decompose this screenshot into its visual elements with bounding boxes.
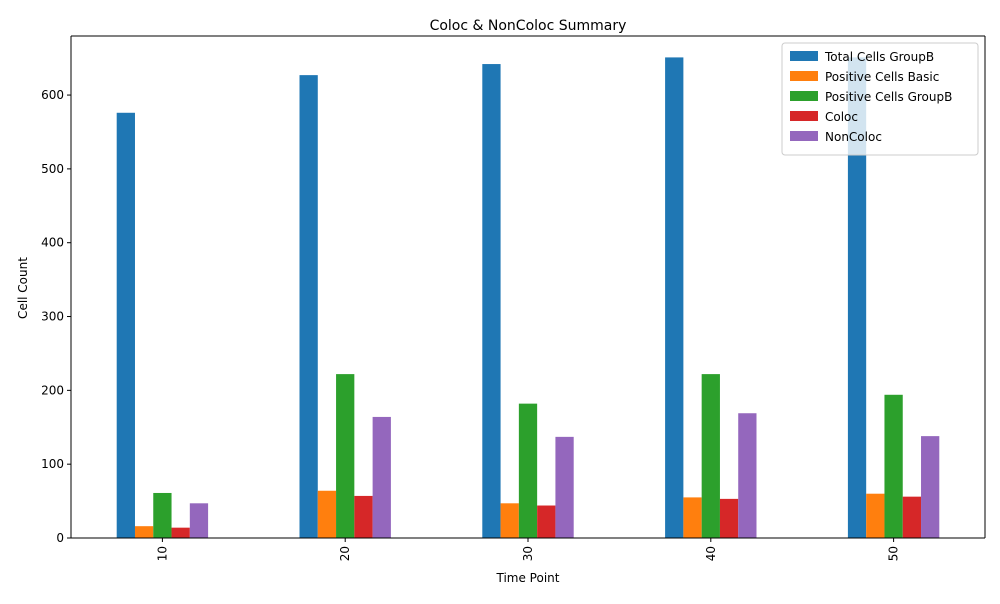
bar: [719, 498, 739, 538]
x-tick-label: 20: [338, 546, 352, 561]
x-axis-label: Time Point: [496, 571, 560, 585]
bar: [555, 436, 574, 538]
bar: [116, 112, 135, 538]
bar: [171, 527, 190, 538]
x-tick-label: 40: [704, 546, 718, 561]
y-tick-label: 600: [41, 88, 64, 102]
legend-swatch: [790, 71, 818, 81]
y-tick-label: 400: [41, 236, 64, 250]
bar: [299, 75, 318, 539]
bar: [902, 496, 922, 538]
bar: [518, 403, 538, 538]
bar: [134, 526, 154, 538]
bar: [354, 495, 373, 538]
legend-label: Positive Cells GroupB: [825, 90, 952, 104]
bar: [701, 374, 720, 538]
legend-swatch: [790, 131, 818, 141]
bar: [921, 436, 940, 538]
y-tick-label: 100: [41, 457, 64, 471]
legend-swatch: [790, 91, 818, 101]
plot-area: 0 100 200 300 400 500 600 10 20 30 40 50: [41, 35, 986, 561]
y-tick-label: 200: [41, 383, 64, 397]
bar: [537, 505, 556, 538]
bar: [482, 64, 501, 538]
bar: [153, 492, 172, 538]
x-tick-label: 10: [155, 546, 169, 561]
bar: [683, 497, 702, 538]
legend-label: NonColoc: [825, 130, 882, 144]
bar: [847, 57, 867, 539]
bar: [372, 416, 391, 538]
bar: [884, 394, 903, 538]
x-tick-label: 50: [887, 546, 901, 561]
y-tick-label: 0: [56, 531, 64, 545]
legend-swatch: [790, 51, 818, 61]
bar: [189, 503, 209, 538]
legend-label: Total Cells GroupB: [824, 50, 934, 64]
bar: [500, 503, 519, 538]
y-axis-label: Cell Count: [16, 257, 30, 319]
legend-swatch: [790, 111, 818, 121]
y-tick-label: 300: [41, 310, 64, 324]
chart-title: Coloc & NonColoc Summary: [430, 18, 627, 34]
legend-label: Positive Cells Basic: [825, 70, 939, 84]
legend: Total Cells GroupB Positive Cells Basic Po…: [781, 42, 979, 156]
y-tick-label: 500: [41, 162, 64, 176]
bar: [317, 490, 337, 538]
bar: [866, 493, 885, 538]
bar: [665, 57, 684, 539]
legend-label: Coloc: [825, 110, 858, 124]
bar: [738, 413, 757, 538]
legend-box: [781, 42, 979, 156]
x-tick-label: 30: [521, 546, 535, 561]
bar: [336, 374, 355, 538]
